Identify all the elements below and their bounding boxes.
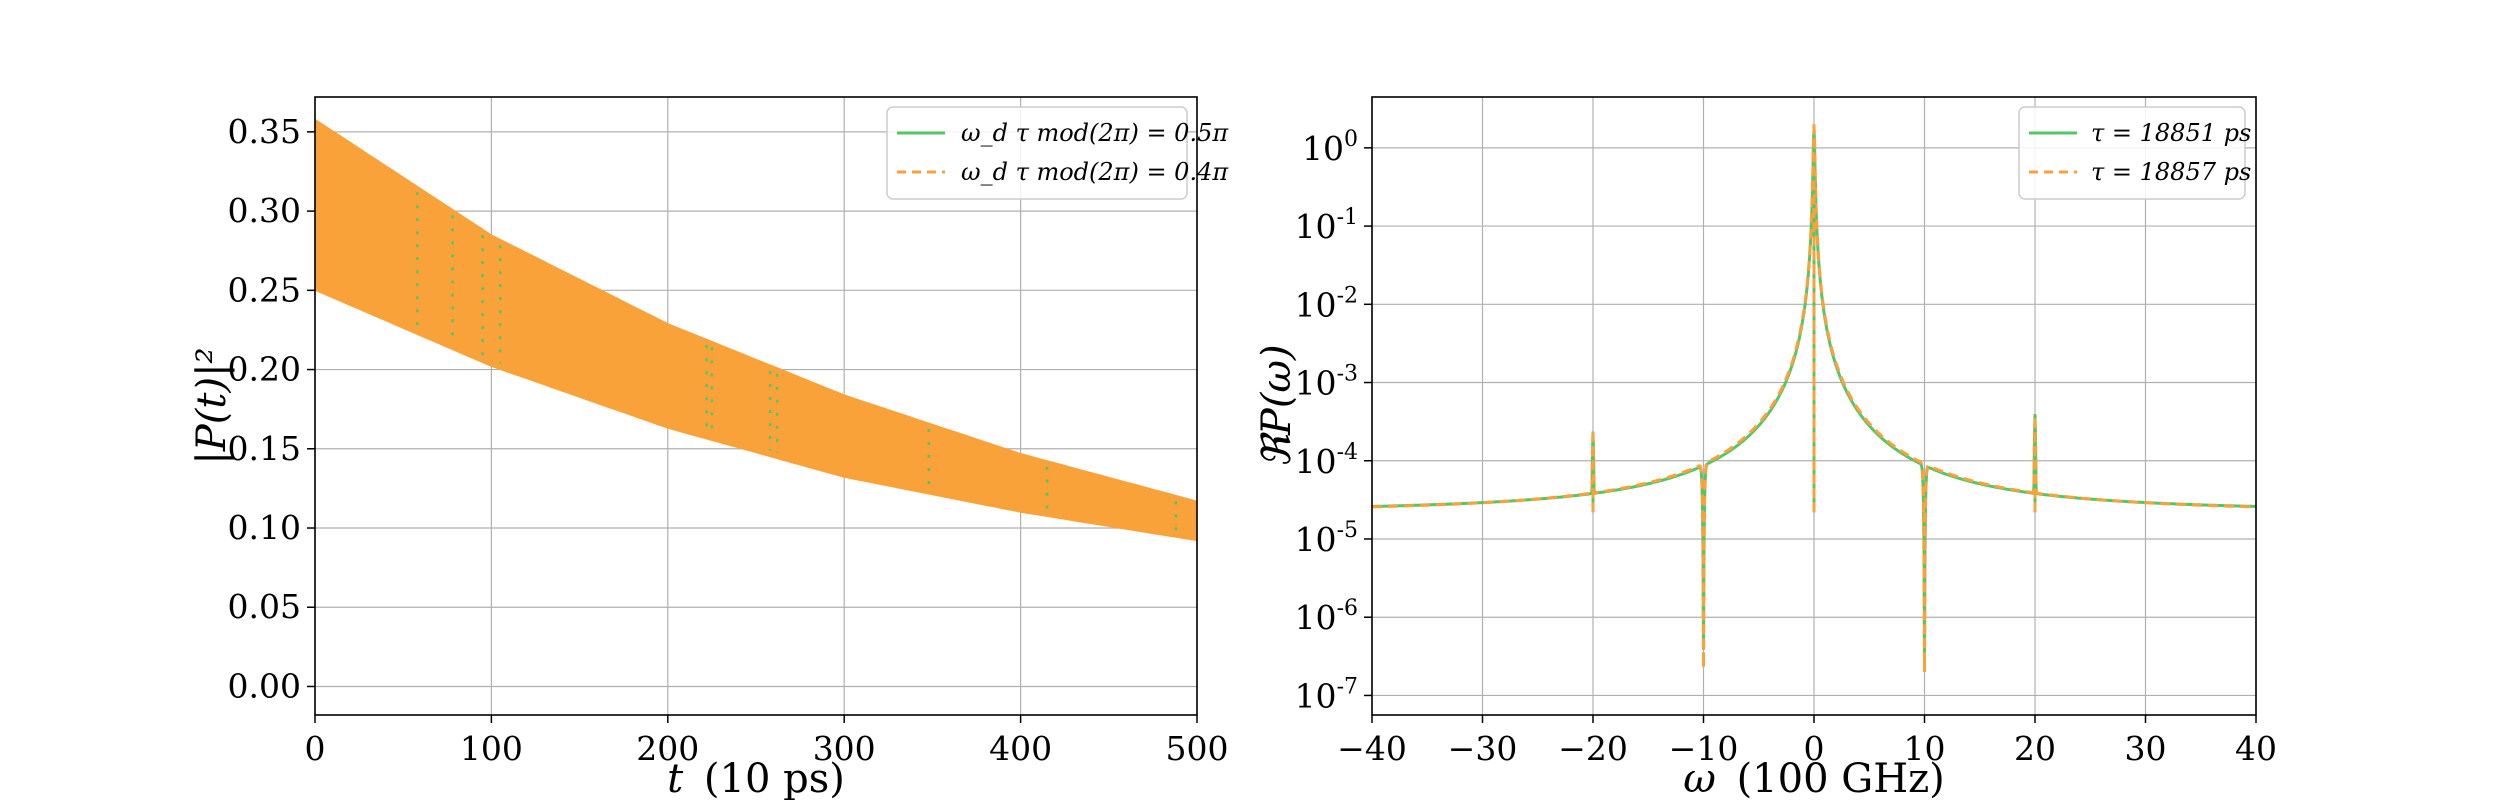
right-xtick-label: 0: [1804, 729, 1825, 768]
left-xtick-label: 500: [1166, 729, 1229, 768]
right-ytick-label: 10-4: [1295, 440, 1358, 481]
right-xtick-label: 30: [2125, 729, 2167, 768]
left-ytick-label: 0.15: [228, 429, 301, 468]
right-legend-box: [2018, 106, 2246, 200]
left-legend-label-0: ω_d τ mod(2π) = 0.5π: [961, 119, 1229, 147]
right-xtick-label: −30: [1448, 729, 1518, 768]
left-ylabel: |P(t)|²: [189, 347, 235, 464]
left-ytick-label: 0.05: [228, 587, 301, 626]
left-xtick-label: 0: [305, 729, 326, 768]
left-ytick-label: 0.00: [228, 666, 301, 705]
left-legend-box: [886, 106, 1188, 200]
right-xtick-label: −40: [1337, 729, 1407, 768]
right-data: [1371, 124, 2257, 673]
left-xtick-label: 300: [813, 729, 876, 768]
right-ytick-label: 100: [1302, 127, 1358, 168]
left-xlabel-unit: (10 ps): [704, 756, 845, 800]
right-ytick-label: 10-7: [1295, 674, 1358, 715]
left-xlabel: t (10 ps): [667, 756, 845, 800]
left-legend: ω_d τ mod(2π) = 0.5π ω_d τ mod(2π) = 0.4…: [886, 106, 1229, 200]
left-xtick-label: 100: [460, 729, 523, 768]
right-xtick-label: 40: [2235, 729, 2277, 768]
right-xlabel-var: ω: [1683, 756, 1716, 800]
right-ylabel: ℜP(ω): [1254, 344, 1300, 467]
left-chart-panel: 0 100 200 300 400 500 0.00 0.05 0.10 0.15 0.20 0.25…: [189, 96, 1229, 800]
left-xlabel-var: t: [667, 756, 684, 800]
right-ytick-label: 10-5: [1295, 518, 1358, 559]
left-legend-label-1: ω_d τ mod(2π) = 0.4π: [961, 158, 1229, 186]
right-xlabel-unit: (100 GHz): [1737, 756, 1945, 800]
left-ytick-label: 0.35: [228, 112, 301, 151]
right-ytick-label: 10-3: [1295, 362, 1358, 403]
right-xlabel: ω (100 GHz): [1683, 756, 1945, 800]
left-xtick-label: 400: [989, 729, 1052, 768]
right-legend-label-0: τ = 18851 ps: [2091, 119, 2251, 147]
right-legend-label-1: τ = 18857 ps: [2091, 158, 2251, 186]
right-ytick-label: 10-6: [1295, 596, 1358, 637]
left-ytick-label: 0.25: [228, 270, 301, 309]
right-ytick-label: 10-1: [1295, 205, 1358, 246]
left-ticks: 0 100 200 300 400 500 0.00 0.05 0.10 0.15 0.20 0.25…: [228, 112, 1229, 768]
right-xtick-label: 20: [2014, 729, 2056, 768]
left-ytick-label: 0.10: [228, 508, 301, 547]
right-xtick-label: −10: [1669, 729, 1739, 768]
right-ticks: −40 −30 −20 −10 0 10 20 30 40 100 10-1 10-2 10-3 10-4…: [1295, 127, 2277, 768]
right-xtick-label: −20: [1558, 729, 1628, 768]
left-xtick-label: 200: [636, 729, 699, 768]
right-ytick-label: 10-2: [1295, 283, 1358, 324]
right-chart-panel: −40 −30 −20 −10 0 10 20 30 40 100 10-1 10-2 10-3 10-4…: [1254, 96, 2277, 800]
right-legend: τ = 18851 ps τ = 18857 ps: [2018, 106, 2251, 200]
left-ytick-label: 0.30: [228, 191, 301, 230]
left-plot-frame: [314, 96, 1198, 716]
right-xtick-label: 10: [1904, 729, 1946, 768]
left-ytick-label: 0.20: [228, 350, 301, 389]
